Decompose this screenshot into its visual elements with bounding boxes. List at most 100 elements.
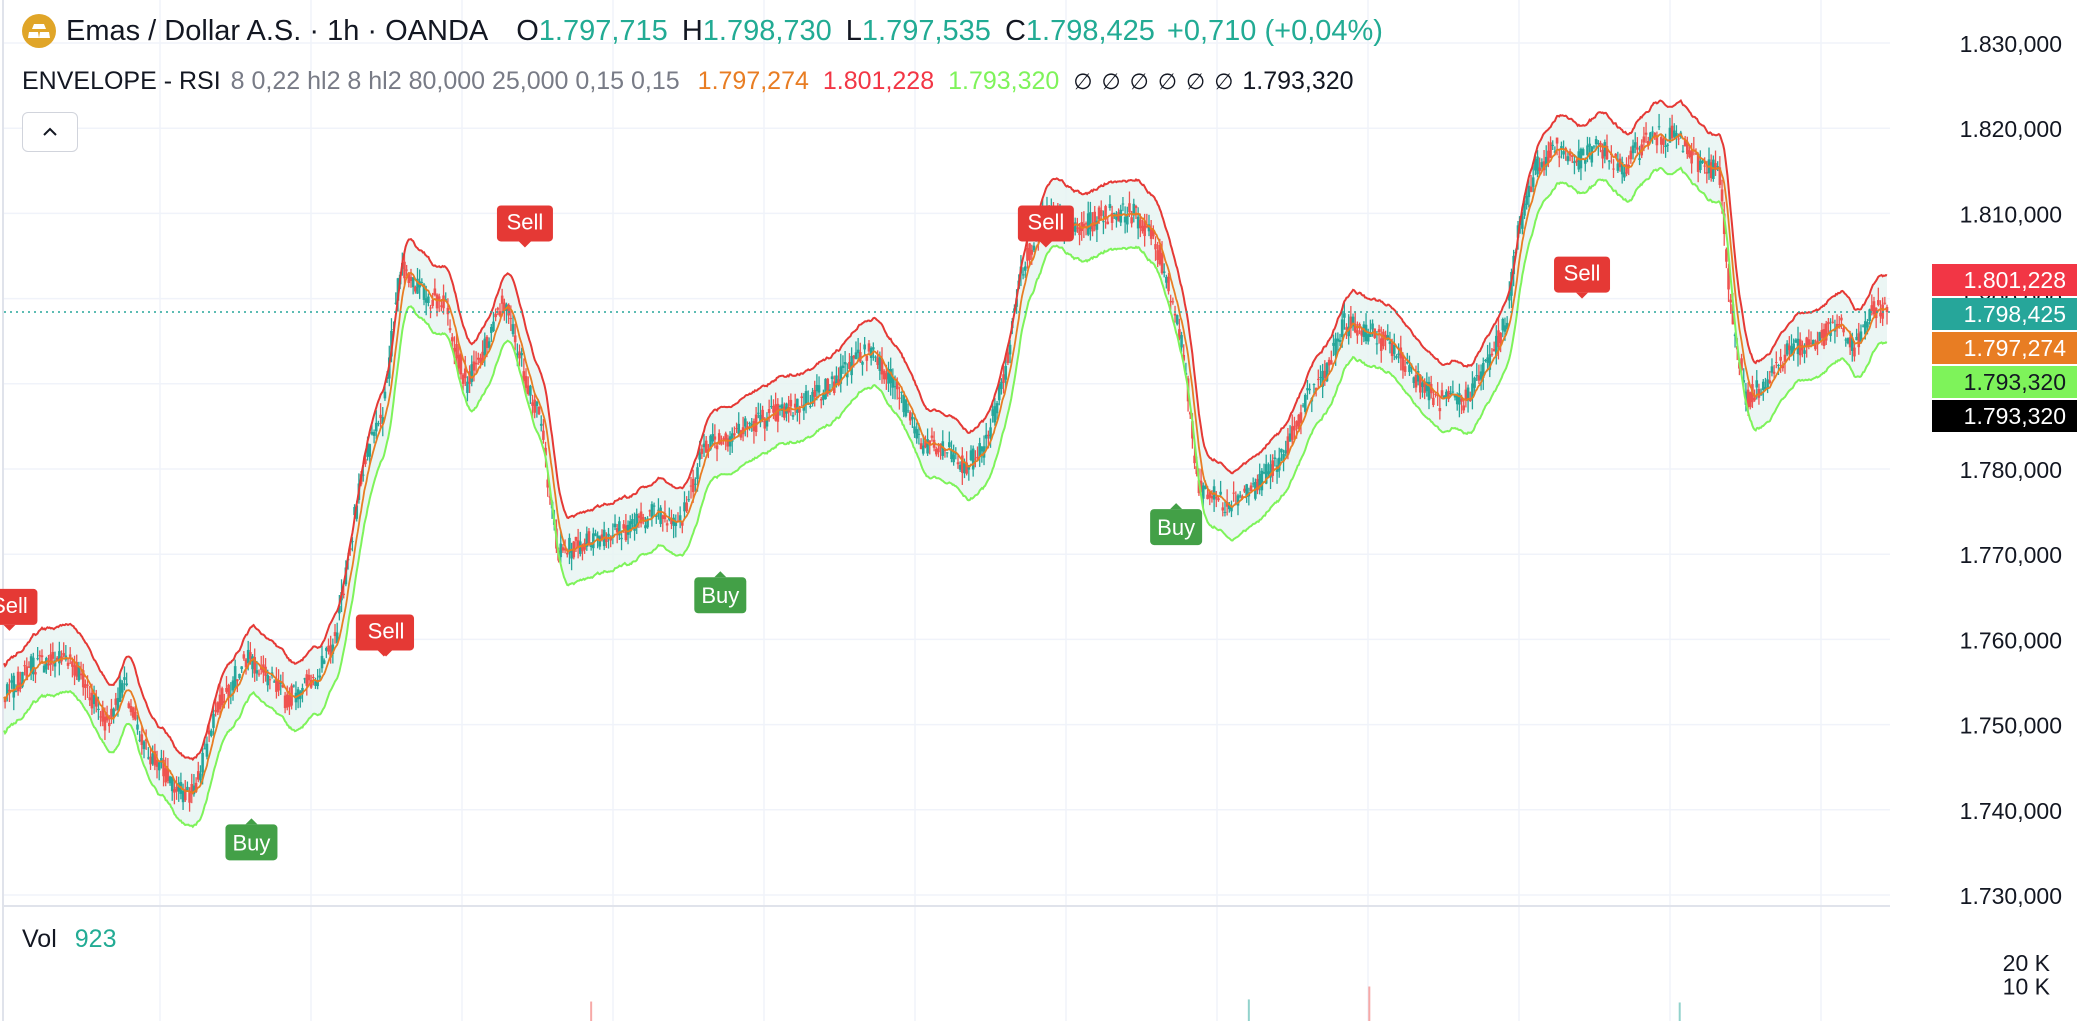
candle-body	[683, 502, 686, 512]
candle-body	[1180, 335, 1183, 348]
volume-legend[interactable]: Vol 923	[22, 925, 116, 954]
candle-body	[377, 423, 380, 425]
candle-body	[1327, 359, 1331, 366]
candle-body	[1223, 511, 1227, 513]
candle-body	[490, 327, 493, 333]
candle-body	[355, 505, 359, 519]
candle-body	[1590, 146, 1594, 163]
candle-body	[1369, 332, 1372, 337]
candle-body	[600, 534, 604, 539]
candle-body	[587, 531, 591, 545]
candle-body	[118, 679, 122, 703]
candle-body	[1455, 395, 1459, 405]
candle-body	[62, 653, 65, 656]
candle-body	[218, 694, 222, 710]
candle-body	[546, 479, 550, 488]
candle-body	[874, 356, 877, 358]
candle-body	[518, 351, 521, 359]
candle-body	[767, 409, 771, 414]
candle-body	[1827, 321, 1830, 325]
candle-body	[335, 632, 339, 644]
candle-body	[1321, 370, 1324, 387]
candle-body	[1073, 222, 1077, 232]
candle-body	[1110, 213, 1114, 223]
signal-pointer	[1039, 241, 1052, 248]
candle-body	[34, 672, 37, 675]
candle-body	[1308, 388, 1311, 391]
candle-body	[1228, 504, 1231, 510]
candle-body	[1688, 150, 1691, 158]
candle-body	[1631, 145, 1635, 154]
candle-body	[711, 434, 715, 442]
candle-body	[1883, 302, 1887, 304]
candle-body	[1102, 221, 1105, 223]
candle-body	[1492, 349, 1496, 352]
candle-body	[1134, 206, 1138, 209]
candle-body	[809, 406, 812, 408]
volume-bar	[590, 1001, 593, 1021]
candle-body	[212, 713, 215, 728]
price-label-bg	[1932, 400, 2077, 432]
symbol-legend: Emas / Dollar A.S. · 1h · OANDA O 1.797,7…	[22, 14, 1389, 48]
candle-body	[537, 406, 541, 415]
candle-body	[904, 399, 908, 417]
candle-body	[1095, 220, 1099, 230]
candle-body	[99, 716, 102, 718]
candle-body	[379, 414, 382, 419]
axis-price-label: 1.793,320	[1932, 366, 2077, 398]
candle-body	[1462, 405, 1466, 411]
price-label-bg	[1932, 264, 2077, 296]
candle-body	[1623, 172, 1626, 178]
candle-body	[1484, 360, 1487, 362]
candle-body	[1824, 323, 1828, 341]
indicator-name[interactable]: ENVELOPE - RSI	[22, 67, 221, 95]
candle-body	[1681, 150, 1685, 152]
candle-body	[411, 277, 415, 288]
candle-body	[1353, 323, 1357, 333]
candle-body	[1855, 336, 1858, 341]
candle-body	[1464, 389, 1468, 400]
candle-body	[1356, 330, 1359, 336]
candle-body	[318, 675, 322, 678]
candle-body	[889, 369, 892, 384]
candle-body	[763, 420, 767, 429]
candle-body	[90, 692, 94, 709]
candle-body	[292, 685, 296, 687]
signal-label: Sell	[507, 209, 544, 234]
candle-body	[173, 789, 176, 793]
candle-body	[1555, 137, 1559, 144]
candle-body	[1850, 337, 1854, 351]
candle-body	[1106, 221, 1110, 225]
candle-body	[1156, 250, 1159, 260]
candle-body	[1132, 203, 1136, 216]
candle-body	[1021, 274, 1025, 276]
collapse-legend-button[interactable]	[22, 112, 78, 152]
symbol-title[interactable]: Emas / Dollar A.S. · 1h · OANDA	[66, 14, 489, 47]
candle-body	[563, 548, 567, 551]
candle-body	[1460, 398, 1463, 402]
candle-body	[1076, 227, 1079, 229]
candle-body	[993, 406, 997, 423]
indicator-upper-value: 1.801,228	[822, 67, 935, 95]
candle-body	[726, 438, 730, 447]
candle-body	[1529, 186, 1533, 192]
candle-body	[1384, 334, 1387, 339]
candle-body	[1636, 147, 1639, 150]
candle-body	[433, 288, 437, 296]
candle-body	[1818, 332, 1822, 341]
axis-price-label: 1.797,274	[1932, 332, 2077, 364]
candle-body	[32, 657, 35, 675]
ohlc-low-value: 1.797,535	[861, 14, 991, 47]
candle-body	[1755, 380, 1759, 388]
candle-body	[1616, 163, 1620, 171]
candle-body	[66, 662, 70, 666]
candle-body	[1633, 142, 1637, 148]
candle-body	[1868, 309, 1871, 322]
candle-body	[945, 452, 949, 454]
candle-body	[1872, 301, 1876, 315]
candle-body	[92, 695, 96, 705]
candle-body	[696, 467, 699, 480]
candle-body	[815, 384, 819, 392]
indicator-legend[interactable]: ENVELOPE - RSI 8 0,22 hl2 8 hl2 80,000 2…	[22, 67, 1368, 96]
